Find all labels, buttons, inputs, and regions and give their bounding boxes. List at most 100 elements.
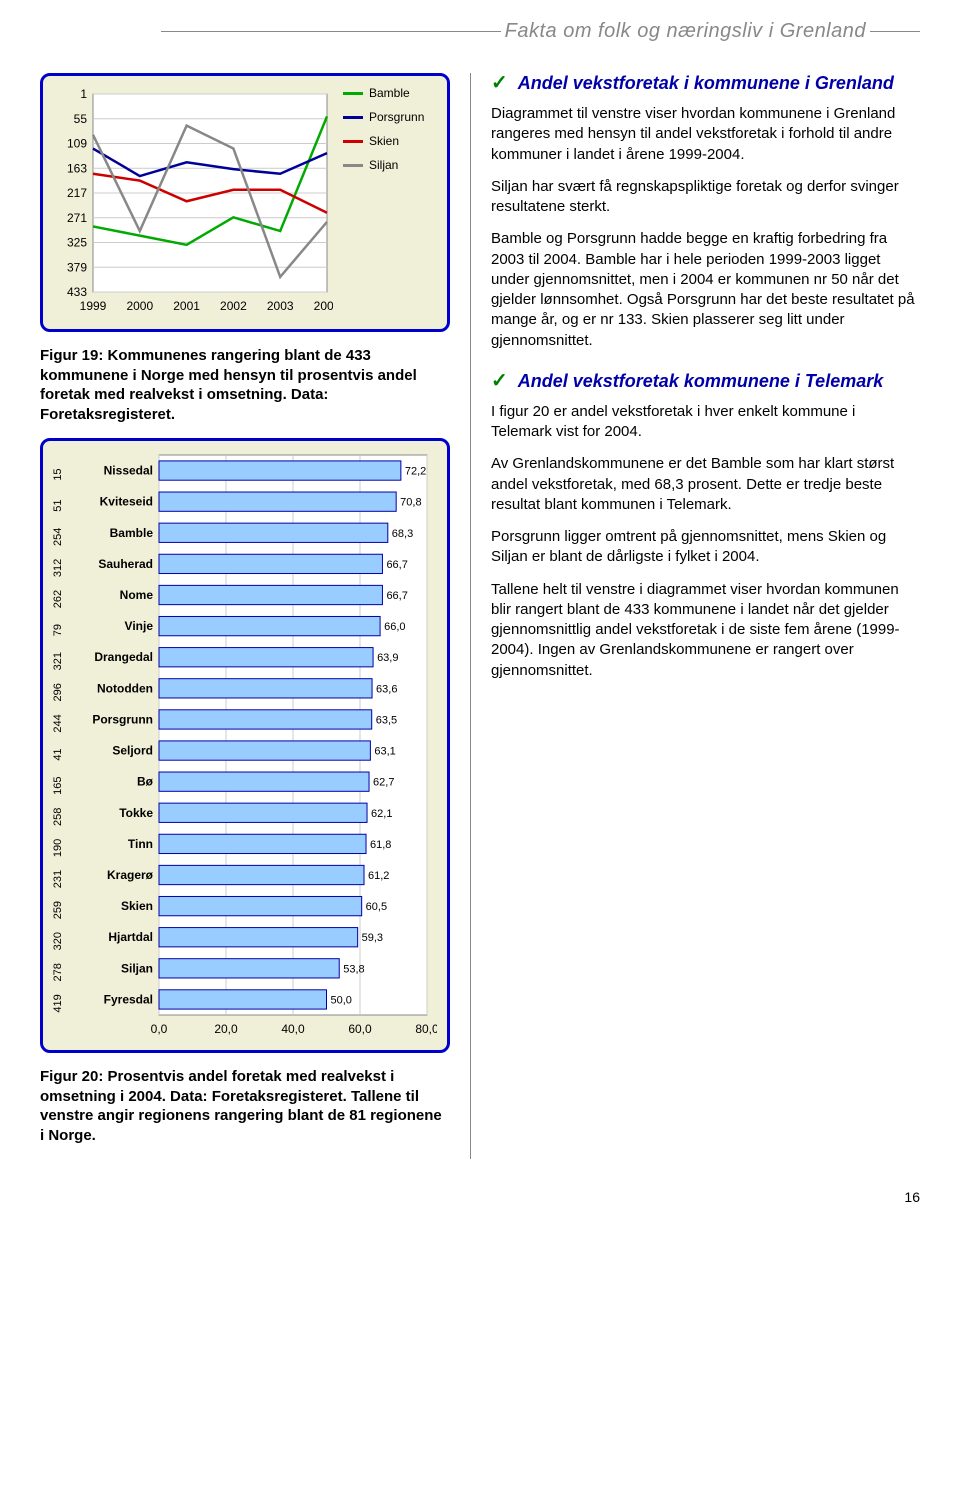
svg-text:2000: 2000 (126, 299, 153, 313)
svg-text:40,0: 40,0 (281, 1022, 305, 1036)
svg-text:Bamble: Bamble (110, 526, 154, 540)
paragraph: Siljan har svært få regnskapspliktige fo… (491, 177, 920, 218)
svg-text:Skien: Skien (121, 899, 153, 913)
svg-text:66,7: 66,7 (386, 590, 407, 602)
legend-swatch (343, 92, 363, 95)
paragraph: I figur 20 er andel vekstforetak i hver … (491, 402, 920, 443)
svg-text:62,1: 62,1 (371, 808, 392, 820)
paragraph: Porsgrunn ligger omtrent på gjennomsnitt… (491, 527, 920, 568)
svg-text:325: 325 (67, 236, 87, 250)
svg-text:59,3: 59,3 (362, 932, 383, 944)
svg-text:63,6: 63,6 (376, 683, 397, 695)
svg-text:51: 51 (52, 500, 64, 512)
svg-text:Notodden: Notodden (97, 681, 153, 695)
svg-text:278: 278 (52, 963, 64, 981)
legend-label: Siljan (369, 158, 398, 172)
svg-text:217: 217 (67, 186, 87, 200)
bar-chart: 0,020,040,060,080,015Nissedal72,251Kvite… (47, 449, 437, 1039)
legend-label: Porsgrunn (369, 110, 424, 124)
svg-text:Sauherad: Sauherad (98, 557, 153, 571)
svg-text:1: 1 (80, 87, 87, 101)
legend-label: Skien (369, 134, 399, 148)
figure-20-caption: Figur 20: Prosentvis andel foretak med r… (40, 1067, 450, 1145)
svg-text:190: 190 (52, 839, 64, 857)
svg-text:80,0: 80,0 (415, 1022, 437, 1036)
svg-text:379: 379 (67, 260, 87, 274)
svg-text:53,8: 53,8 (343, 963, 364, 975)
bar-chart-box: 0,020,040,060,080,015Nissedal72,251Kvite… (40, 438, 450, 1053)
svg-text:259: 259 (52, 901, 64, 919)
svg-text:41: 41 (52, 748, 64, 760)
paragraph: Tallene helt til venstre i diagrammet vi… (491, 580, 920, 681)
svg-text:79: 79 (52, 624, 64, 636)
svg-text:296: 296 (52, 683, 64, 701)
svg-text:60,5: 60,5 (366, 901, 387, 913)
svg-text:Kviteseid: Kviteseid (100, 495, 153, 509)
svg-text:1999: 1999 (80, 299, 107, 313)
svg-text:Porsgrunn: Porsgrunn (92, 712, 153, 726)
svg-text:Hjartdal: Hjartdal (108, 930, 153, 944)
svg-text:62,7: 62,7 (373, 777, 394, 789)
svg-text:61,8: 61,8 (370, 839, 391, 851)
svg-text:Bø: Bø (137, 775, 154, 789)
svg-text:61,2: 61,2 (368, 870, 389, 882)
svg-text:63,5: 63,5 (376, 714, 397, 726)
heading-text: Andel vekstforetak kommunene i Telemark (518, 371, 883, 392)
legend-item: Bamble (343, 86, 437, 100)
legend-item: Porsgrunn (343, 110, 437, 124)
svg-text:433: 433 (67, 285, 87, 299)
svg-text:63,1: 63,1 (374, 746, 395, 758)
svg-text:66,0: 66,0 (384, 621, 405, 633)
svg-text:321: 321 (52, 652, 64, 670)
svg-text:231: 231 (52, 870, 64, 888)
legend-swatch (343, 140, 363, 143)
legend-swatch (343, 116, 363, 119)
svg-text:Kragerø: Kragerø (107, 868, 154, 882)
svg-text:Vinje: Vinje (125, 619, 154, 633)
paragraph: Diagrammet til venstre viser hvordan kom… (491, 104, 920, 165)
svg-text:2004: 2004 (314, 299, 333, 313)
svg-text:163: 163 (67, 161, 87, 175)
svg-text:254: 254 (52, 528, 64, 546)
line-chart: 1 55 109 163 217 271 325 379 4331999 2000 2001 2002… (53, 86, 333, 316)
svg-text:165: 165 (52, 776, 64, 794)
page-number: 16 (40, 1189, 920, 1205)
svg-text:Seljord: Seljord (112, 744, 153, 758)
svg-text:2001: 2001 (173, 299, 200, 313)
paragraph: Av Grenlandskommunene er det Bamble som … (491, 454, 920, 515)
svg-text:2002: 2002 (220, 299, 247, 313)
legend-swatch (343, 164, 363, 167)
legend-item: Skien (343, 134, 437, 148)
svg-text:70,8: 70,8 (400, 497, 421, 509)
svg-text:Drangedal: Drangedal (94, 650, 153, 664)
svg-text:Nome: Nome (120, 588, 154, 602)
section-heading-grenland: ✓ Andel vekstforetak i kommunene i Grenl… (491, 73, 920, 94)
section-heading-telemark: ✓ Andel vekstforetak kommunene i Telemar… (491, 371, 920, 392)
svg-text:50,0: 50,0 (331, 994, 352, 1006)
svg-text:2003: 2003 (267, 299, 294, 313)
paragraph: Bamble og Porsgrunn hadde begge en kraft… (491, 229, 920, 351)
figure-19-caption: Figur 19: Kommunenes rangering blant de … (40, 346, 450, 424)
svg-text:419: 419 (52, 994, 64, 1012)
svg-text:55: 55 (74, 112, 88, 126)
check-icon: ✓ (491, 371, 508, 391)
svg-text:Fyresdal: Fyresdal (104, 992, 153, 1006)
svg-text:20,0: 20,0 (214, 1022, 238, 1036)
svg-text:68,3: 68,3 (392, 528, 413, 540)
svg-text:312: 312 (52, 559, 64, 577)
line-chart-legend: Bamble Porsgrunn Skien Siljan (337, 86, 437, 319)
svg-text:60,0: 60,0 (348, 1022, 372, 1036)
svg-text:320: 320 (52, 932, 64, 950)
check-icon: ✓ (491, 73, 508, 93)
svg-text:63,9: 63,9 (377, 652, 398, 664)
svg-text:109: 109 (67, 137, 87, 151)
legend-label: Bamble (369, 86, 410, 100)
svg-text:Siljan: Siljan (121, 961, 153, 975)
legend-item: Siljan (343, 158, 437, 172)
svg-text:271: 271 (67, 211, 87, 225)
line-chart-box: 1 55 109 163 217 271 325 379 4331999 2000 2001 2002… (40, 73, 450, 332)
svg-text:Tokke: Tokke (119, 806, 153, 820)
svg-text:66,7: 66,7 (386, 559, 407, 571)
svg-text:262: 262 (52, 590, 64, 608)
page-header: Fakta om folk og næringsliv i Grenland (40, 20, 920, 43)
